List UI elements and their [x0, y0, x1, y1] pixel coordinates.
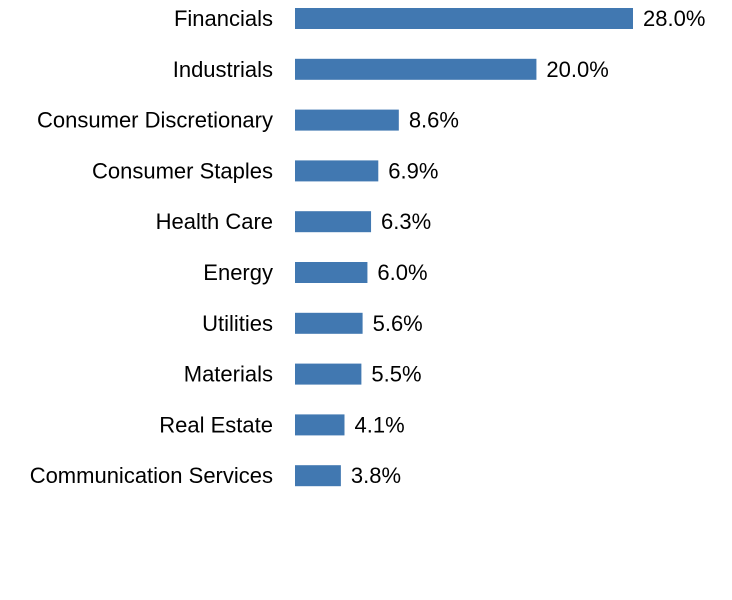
bar-real-estate — [295, 414, 345, 436]
category-label-consumer-discretionary: Consumer Discretionary — [37, 108, 273, 133]
bar-health-care — [295, 211, 372, 233]
value-label-consumer-discretionary: 8.6% — [409, 108, 459, 133]
bar-industrials — [295, 58, 537, 80]
category-label-materials: Materials — [184, 362, 273, 387]
bar-utilities — [295, 312, 363, 334]
value-label-energy: 6.0% — [377, 260, 427, 285]
category-label-communication-services: Communication Services — [30, 463, 273, 488]
category-label-health-care: Health Care — [156, 209, 273, 234]
value-label-materials: 5.5% — [371, 362, 421, 387]
value-label-consumer-staples: 6.9% — [388, 158, 438, 183]
category-label-industrials: Industrials — [173, 57, 273, 82]
value-label-real-estate: 4.1% — [354, 412, 404, 437]
value-label-communication-services: 3.8% — [351, 463, 401, 488]
category-label-real-estate: Real Estate — [159, 412, 273, 437]
bar-consumer-discretionary — [295, 109, 399, 131]
bar-energy — [295, 262, 368, 283]
bar-financials — [295, 8, 633, 29]
bar-consumer-staples — [295, 160, 379, 182]
category-label-energy: Energy — [203, 260, 273, 285]
category-label-utilities: Utilities — [202, 311, 273, 336]
category-label-consumer-staples: Consumer Staples — [92, 158, 273, 183]
value-label-health-care: 6.3% — [381, 209, 431, 234]
value-label-financials: 28.0% — [643, 6, 705, 31]
bar-materials — [295, 363, 362, 385]
bar-communication-services — [295, 465, 341, 487]
category-label-financials: Financials — [174, 6, 273, 31]
value-label-utilities: 5.6% — [373, 311, 423, 336]
value-label-industrials: 20.0% — [546, 57, 608, 82]
